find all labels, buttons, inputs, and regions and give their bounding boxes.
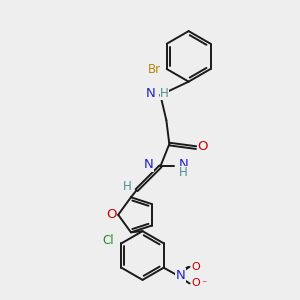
Text: O: O bbox=[197, 140, 208, 153]
Text: N: N bbox=[144, 158, 154, 171]
Text: H: H bbox=[160, 87, 169, 100]
Text: Cl: Cl bbox=[102, 235, 114, 248]
Text: H: H bbox=[123, 180, 131, 193]
Text: N: N bbox=[145, 87, 155, 100]
Text: ⁻: ⁻ bbox=[201, 280, 206, 290]
Text: N: N bbox=[179, 158, 189, 171]
Text: Br: Br bbox=[148, 62, 161, 76]
Text: O: O bbox=[106, 208, 117, 221]
Text: N: N bbox=[176, 268, 185, 282]
Text: O: O bbox=[192, 262, 200, 272]
Text: O: O bbox=[192, 278, 200, 289]
Text: H: H bbox=[179, 167, 188, 179]
